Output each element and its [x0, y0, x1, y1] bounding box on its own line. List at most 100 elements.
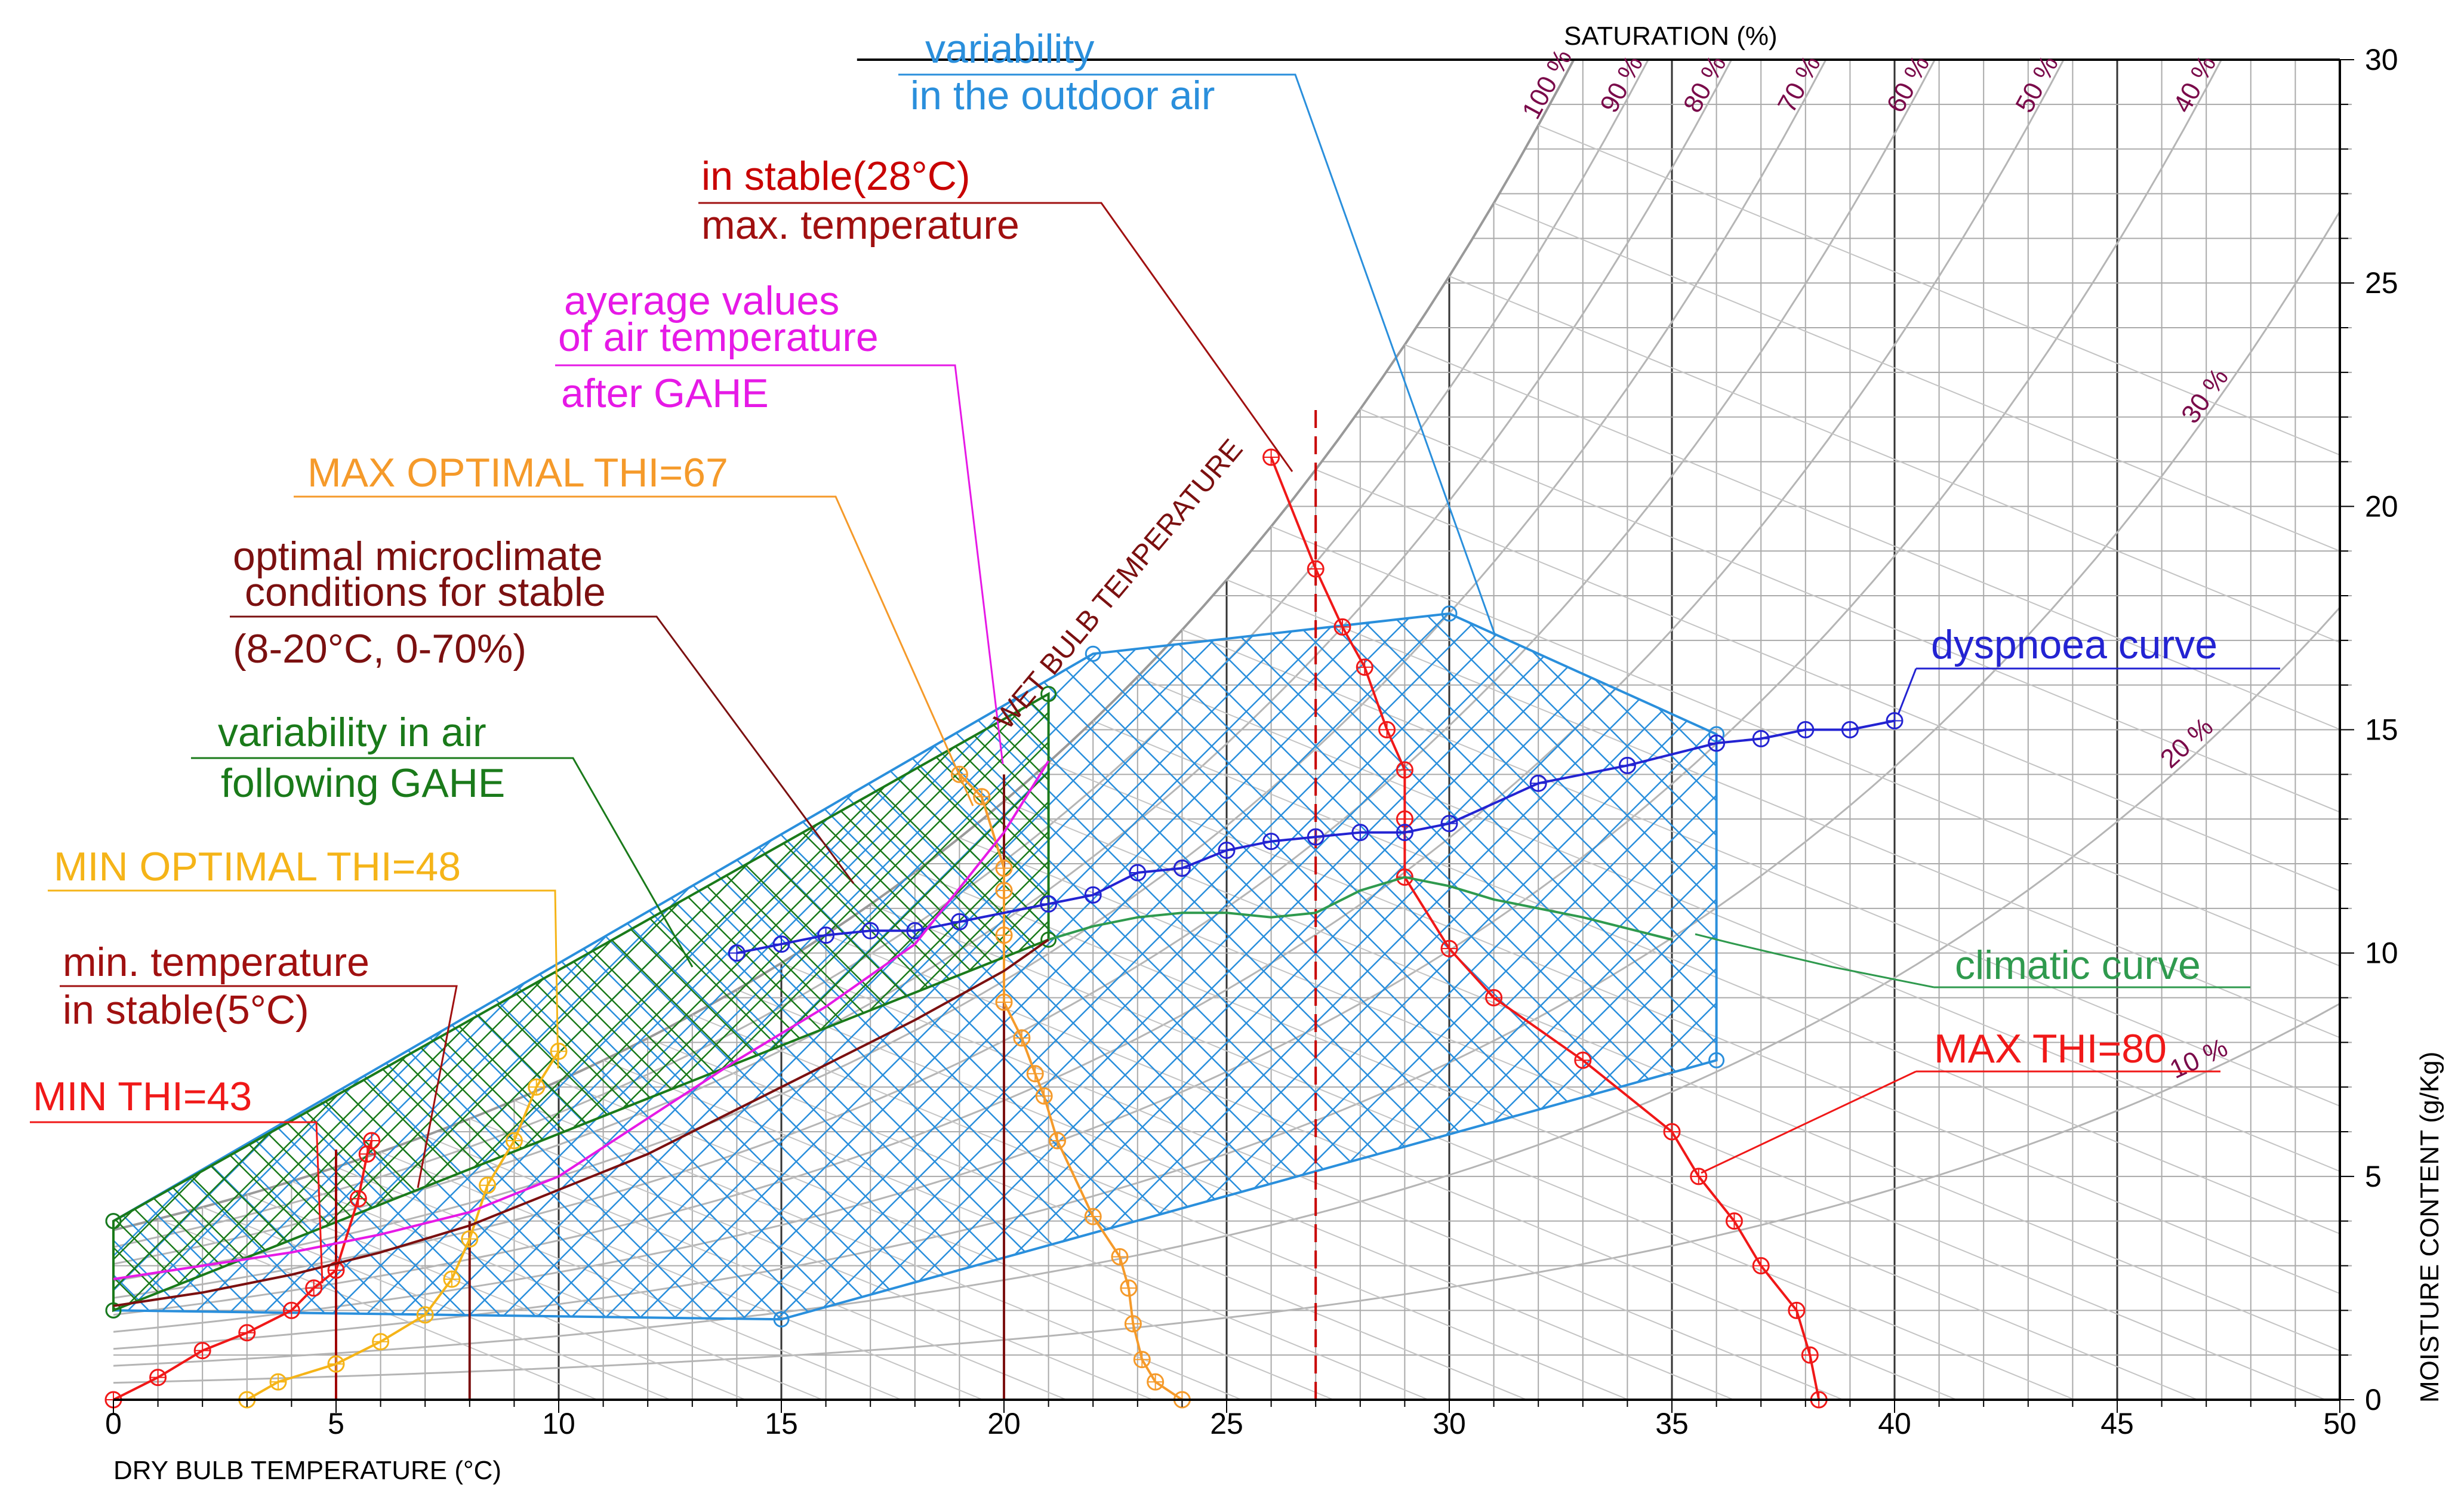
hatch-a [113, 694, 1049, 1311]
hatch-b [113, 694, 1049, 1311]
hatch-b [895, 694, 1049, 1311]
region-vertex [1040, 931, 1057, 948]
hatch-b [113, 613, 445, 1320]
hatch-b [113, 694, 418, 1311]
hatch-b [113, 613, 618, 1320]
annotation-leaders [30, 73, 2280, 1284]
wetbulb-line-28 [1360, 408, 2340, 813]
hatch-b [1009, 613, 1717, 1320]
y-tick-30: 30 [2365, 43, 2398, 76]
hatch-b [113, 694, 478, 1311]
hatch-b [1044, 694, 1049, 1311]
wetbulb-line-25 [1226, 579, 2340, 1039]
wetbulb-line-9 [514, 1099, 1242, 1400]
hatch-b [1079, 613, 1717, 1320]
hatch-b [663, 613, 1717, 1320]
hatch-b [113, 613, 1102, 1320]
hatch-b [358, 694, 1049, 1311]
hatch-b [1321, 613, 1717, 1320]
wetbulb-line-31 [1493, 202, 2340, 552]
hatch-a [113, 613, 202, 1320]
hatch-a [1403, 60, 2464, 1433]
hatch-b [686, 694, 1049, 1311]
hatch-b [1104, 60, 2464, 1433]
leader-min-thi [30, 1121, 324, 1284]
hatch-b [113, 694, 389, 1311]
y-axis-title: MOISTURE CONTENT (g/Kg) [2415, 1052, 2444, 1403]
region-vertex [1441, 605, 1458, 622]
hatch-b [1731, 60, 2464, 1433]
wetbulb-line-12 [647, 1037, 1527, 1400]
hatch-b [871, 613, 1717, 1320]
hatch-b [2049, 60, 2464, 1433]
hatch-a [1791, 60, 2464, 1433]
rh-label-10: 10 % [2166, 1033, 2232, 1085]
hatch-b [1224, 60, 2464, 1433]
hatch-a [507, 694, 1049, 1311]
leader-min-optimal [48, 889, 559, 1069]
hatch-b [113, 694, 1049, 1311]
hatch-b [1791, 60, 2464, 1433]
region-vertex [1040, 686, 1057, 703]
annotation-stable-max-line1: in stable(28°C) [701, 153, 971, 199]
hatch-b [975, 613, 1717, 1320]
hatch-b [113, 694, 1045, 1311]
hatch-b [0, 60, 90, 1433]
hatch-b [1667, 613, 1717, 1320]
hatch-b [113, 694, 568, 1311]
hatch-a [1667, 613, 1717, 1320]
region-outline-0 [112, 612, 1718, 1321]
hatch-b [1552, 60, 2464, 1433]
y-tick-5: 5 [2365, 1160, 2382, 1193]
wet-bulb-label: WET BULB TEMPERATURE [988, 433, 1249, 735]
hatch-b [113, 613, 652, 1320]
rh-curve-40 [113, 60, 2223, 1333]
leader-average [555, 364, 1004, 765]
hatch-b [0, 60, 60, 1433]
wetbulb-line-7 [424, 1135, 1067, 1400]
hatch-b [113, 613, 410, 1320]
hatch-b [0, 60, 98, 1433]
hatch-b [113, 694, 120, 1311]
hatch-a [2059, 60, 2464, 1433]
saturation-title: SATURATION (%) [1564, 21, 1778, 51]
hatch-a [113, 694, 1049, 1311]
hatch-b [629, 613, 1717, 1320]
hatch-b [113, 694, 538, 1311]
region-vertex [1708, 1052, 1725, 1068]
hatch-b [113, 694, 1049, 1311]
hatch-a [1164, 60, 2464, 1433]
wetbulb-line-5 [335, 1166, 902, 1400]
hatch-a [835, 694, 1049, 1311]
hatch-b [113, 613, 479, 1320]
saturation-curves [113, 60, 2340, 1384]
hatch-b [328, 694, 1049, 1311]
series-line-6 [1048, 876, 1673, 941]
series-line-0 [113, 1140, 373, 1401]
hatch-a [686, 694, 1049, 1311]
rh-label-20: 20 % [2155, 712, 2219, 774]
wetbulb-line-29 [1405, 344, 2340, 730]
hatch-b [1164, 60, 2464, 1433]
hatch-a [1313, 60, 2464, 1433]
wetbulb-line-16 [826, 934, 1957, 1400]
hatch-b [767, 613, 1717, 1320]
wetbulb-line-26 [1271, 526, 2340, 967]
hatch-b [2083, 60, 2464, 1433]
hatch-a [2089, 60, 2464, 1433]
hatch-b [1433, 60, 2464, 1433]
hatch-b [1737, 60, 2464, 1433]
annotation-stable-max-line2: max. temperature [701, 202, 1020, 248]
wetbulb-line-13 [692, 1014, 1629, 1400]
hatch-a [746, 694, 1049, 1311]
series-line-1 [246, 1051, 560, 1401]
hatch-b [1563, 613, 1717, 1320]
series-line-7 [113, 938, 1049, 1307]
hatch-b [1761, 60, 2464, 1433]
hatch-b [746, 694, 1049, 1311]
annotation-average-line3: after GAHE [561, 371, 769, 416]
leader-outdoor [898, 73, 1496, 636]
hatch-a [1044, 694, 1049, 1311]
hatch-b [113, 613, 1276, 1320]
hatch-b [2447, 60, 2464, 1433]
